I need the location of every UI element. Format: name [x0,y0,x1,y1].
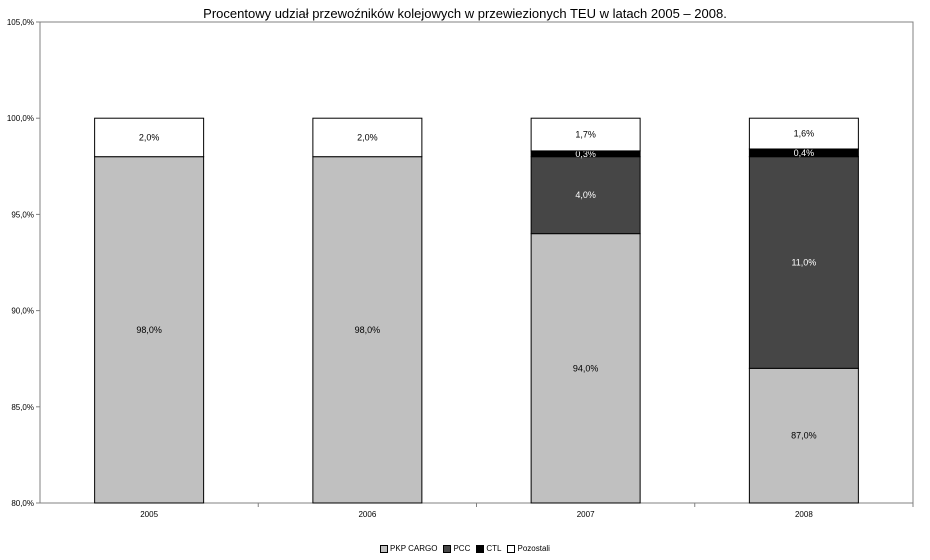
x-tick-label: 2006 [358,510,376,519]
legend-label: PKP CARGO [390,544,438,553]
chart-plot: 80,0% 85,0% 90,0% 95,0% 100,0% 105,0% 98,0% 2,… [7,18,914,519]
x-axis: 2005 2006 2007 2008 [140,503,914,519]
bar-segment-pcc [748,156,859,369]
bar-segment-pozostali [94,117,205,158]
x-tick-label: 2005 [140,510,158,519]
legend-item: PCC [443,544,470,553]
bar-segment-pozostali [530,117,641,152]
bar-segment-pkp-cargo [94,156,205,504]
bar-segment-pcc [530,156,641,235]
data-label: 4,0% [575,190,596,200]
data-label: 1,6% [794,129,815,139]
y-tick-label: 105,0% [7,18,34,27]
legend-swatch [507,544,516,553]
legend-swatch [443,544,452,553]
data-label: 11,0% [791,258,816,268]
data-label: 87,0% [791,431,817,441]
y-tick-label: 95,0% [11,210,34,219]
bar-segment-pozostali [312,117,423,158]
bar-segment-pkp-cargo [312,156,423,504]
data-label: 98,0% [136,325,162,335]
data-label: 0,3% [575,149,596,159]
data-label: 1,7% [575,130,596,140]
bar-segment-pozostali [748,117,859,150]
y-tick-label: 85,0% [11,403,34,412]
y-axis: 80,0% 85,0% 90,0% 95,0% 100,0% 105,0% [7,18,40,508]
legend-label: CTL [486,544,502,553]
legend-label: PCC [453,544,471,553]
legend-swatch [476,544,485,553]
legend: PKP CARGO PCC CTL Pozostali [0,544,930,553]
legend-item: CTL [476,544,501,553]
legend-item: Pozostali [507,544,550,553]
y-tick-label: 80,0% [11,499,34,508]
legend-item: PKP CARGO [380,544,437,553]
chart-title: Procentowy udział przewoźników kolejowyc… [203,6,727,21]
data-label: 94,0% [573,363,599,373]
y-tick-label: 100,0% [7,114,34,123]
data-label: 2,0% [357,132,378,142]
x-tick-label: 2007 [577,510,595,519]
legend-swatch [380,544,389,553]
x-tick-label: 2008 [795,510,813,519]
data-label: 0,4% [794,148,815,158]
bars: 98,0% 2,0% 98,0% 2,0% 94,0% 4,0% 0,3% 1,7% 87,0%… [94,117,859,504]
data-label: 98,0% [355,325,381,335]
bar-segment-pkp-cargo [530,233,641,504]
data-label: 2,0% [139,132,160,142]
y-tick-label: 90,0% [11,307,34,316]
legend-label: Pozostali [517,544,550,553]
